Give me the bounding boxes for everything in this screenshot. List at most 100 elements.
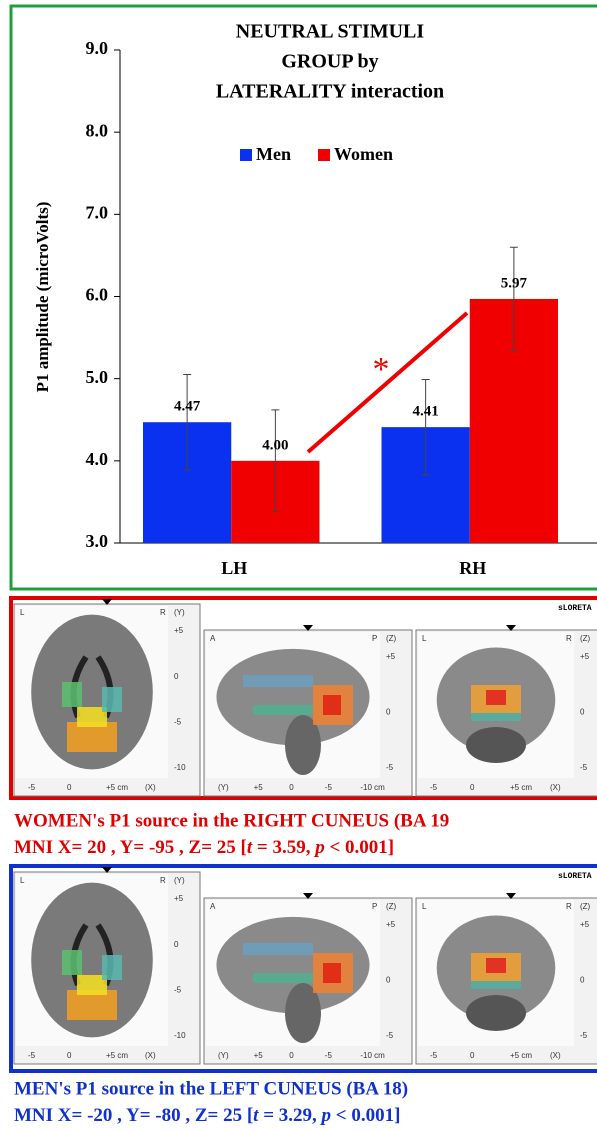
corner-label: R — [566, 902, 572, 911]
axis-label: (Z) — [386, 634, 397, 643]
tick-label: (Y) — [218, 1051, 229, 1060]
tick-label: +5 cm — [106, 1051, 128, 1060]
activation — [102, 955, 122, 980]
tick-label: (X) — [145, 783, 156, 792]
caption-part: p — [313, 837, 325, 858]
axis-label: (Y) — [174, 608, 185, 617]
corner-label: A — [210, 634, 216, 643]
tick-label: +5 cm — [510, 783, 532, 792]
legend-label: Women — [334, 144, 393, 164]
chart-title: LATERALITY interaction — [216, 81, 444, 103]
caption: MNI X= 20 , Y= -95 , Z= 25 [t = 3.59, p … — [14, 837, 394, 858]
x-tick-label: RH — [459, 558, 486, 578]
axis-label: (Y) — [174, 876, 185, 885]
data-label: 4.41 — [413, 404, 439, 420]
caption: MNI X= -20 , Y= -80 , Z= 25 [t = 3.29, p… — [14, 1105, 400, 1126]
tick-label: +5 — [580, 652, 590, 661]
tick-label: -5 — [28, 1051, 36, 1060]
corner-label: P — [372, 902, 377, 911]
tick-label: 0 — [67, 1051, 72, 1060]
tick-label: 0 — [289, 783, 294, 792]
tick-label: -5 — [325, 1051, 333, 1060]
corner-label: L — [422, 902, 427, 911]
tick-label: +5 — [254, 783, 264, 792]
corner-label: P — [372, 634, 377, 643]
data-label: 5.97 — [501, 275, 528, 291]
activation — [253, 705, 313, 715]
annotation: * — [373, 351, 390, 388]
y-tick-label: 4.0 — [86, 449, 109, 469]
tick-label: +5 — [386, 920, 396, 929]
tick-label: 0 — [386, 976, 391, 985]
caption: MEN's P1 source in the LEFT CUNEUS (BA 1… — [14, 1078, 408, 1099]
tick-label: +5 — [386, 652, 396, 661]
cerebellum — [466, 995, 526, 1031]
y-tick-label: 9.0 — [86, 38, 109, 58]
tick-label: -10 cm — [360, 1051, 385, 1060]
y-tick-label: 5.0 — [86, 367, 109, 387]
tick-label: +5 — [174, 894, 184, 903]
tick-label: -10 — [174, 763, 186, 772]
tick-label: (Y) — [218, 783, 229, 792]
legend-label: Men — [256, 144, 291, 164]
tick-label: (X) — [550, 783, 561, 792]
chart-title: NEUTRAL STIMULI — [236, 21, 425, 43]
tick-label: -5 — [174, 717, 182, 726]
figure: NEUTRAL STIMULI GROUP by LATERALITY intera… — [0, 0, 597, 1130]
tick-label: (X) — [550, 1051, 561, 1060]
tick-label: +5 — [580, 920, 590, 929]
tick-label: -5 — [430, 783, 438, 792]
tick-label: 0 — [289, 1051, 294, 1060]
software-label: sLORETA — [558, 604, 592, 613]
axis-label: (Z) — [580, 902, 591, 911]
corner-label: A — [210, 902, 216, 911]
y-axis-label: P1 amplitude (microVolts) — [33, 202, 52, 393]
tick-label: -10 — [174, 1031, 186, 1040]
tick-label: -5 — [580, 1031, 588, 1040]
tick-label: -5 — [386, 763, 394, 772]
activation — [323, 695, 341, 715]
activation — [62, 950, 82, 975]
tick-label: 0 — [174, 940, 179, 949]
cerebellum — [466, 727, 526, 763]
tick-label: 0 — [67, 783, 72, 792]
corner-label: L — [422, 634, 427, 643]
tick-label: -5 — [430, 1051, 438, 1060]
tick-label: 0 — [470, 783, 475, 792]
data-label: 4.47 — [174, 399, 201, 415]
chart-title: GROUP by — [281, 51, 378, 73]
activation — [486, 958, 506, 973]
software-label: sLORETA — [558, 872, 592, 881]
activation — [471, 713, 521, 721]
corner-label: R — [566, 634, 572, 643]
y-tick-label: 6.0 — [86, 285, 109, 305]
tick-label: +5 cm — [106, 783, 128, 792]
caption-part: < 0.001] — [331, 1105, 400, 1126]
tick-label: 0 — [580, 708, 585, 717]
tick-label: 0 — [174, 672, 179, 681]
tick-label: +5 — [174, 626, 184, 635]
activation — [323, 963, 341, 983]
tick-label: 0 — [386, 708, 391, 717]
activation — [471, 981, 521, 989]
activation — [486, 690, 506, 705]
x-tick-label: LH — [221, 558, 247, 578]
tick-label: -5 — [580, 763, 588, 772]
y-tick-label: 8.0 — [86, 120, 109, 140]
caption-part: = 3.59, — [252, 837, 315, 858]
corner-label: L — [20, 608, 25, 617]
tick-label: +5 — [254, 1051, 264, 1060]
tick-label: -5 — [325, 783, 333, 792]
tick-label: -5 — [174, 985, 182, 994]
caption-part: MNI X= -20 , Y= -80 , Z= 25 [ — [14, 1105, 253, 1126]
activation — [243, 675, 313, 687]
corner-label: R — [160, 876, 166, 885]
tick-label: -5 — [28, 783, 36, 792]
axis-label: (Z) — [580, 634, 591, 643]
y-tick-label: 7.0 — [86, 202, 109, 222]
page: NEUTRAL STIMULI GROUP by LATERALITY intera… — [0, 0, 597, 1130]
data-label: 4.00 — [262, 437, 288, 453]
activation — [243, 943, 313, 955]
tick-label: -10 cm — [360, 783, 385, 792]
tick-label: 0 — [470, 1051, 475, 1060]
